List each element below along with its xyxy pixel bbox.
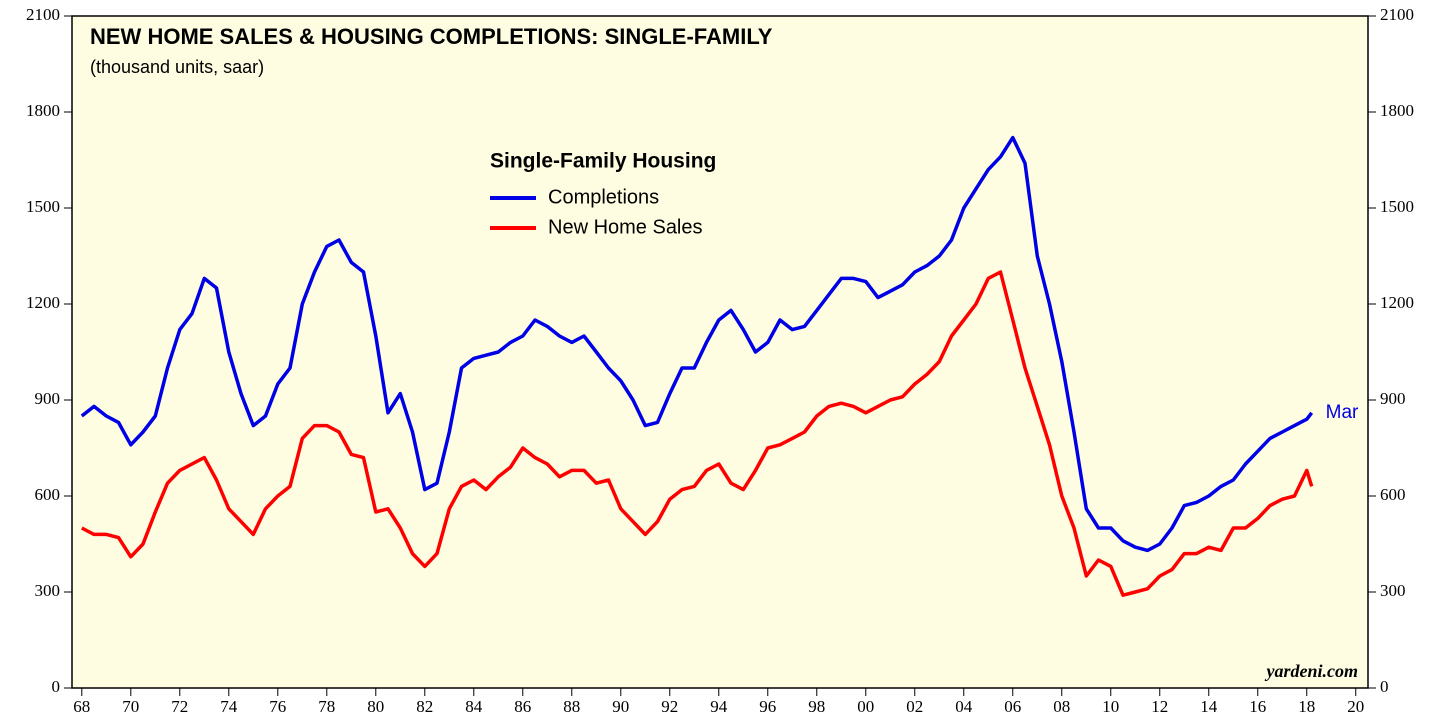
x-tick-label: 02 xyxy=(906,697,923,716)
legend-label: New Home Sales xyxy=(548,216,703,238)
legend-label: Completions xyxy=(548,186,659,208)
x-tick-label: 88 xyxy=(563,697,580,716)
x-tick-label: 16 xyxy=(1249,697,1266,716)
series-line xyxy=(80,270,1314,597)
x-tick-label: 00 xyxy=(857,697,874,716)
y2-tick-label: 1800 xyxy=(1380,101,1414,120)
annotation: Mar xyxy=(1326,402,1359,423)
y2-tick-label: 1200 xyxy=(1380,293,1414,312)
y-tick-label: 1800 xyxy=(26,101,60,120)
x-tick-label: 76 xyxy=(269,697,286,716)
x-tick-label: 94 xyxy=(710,697,728,716)
y2-tick-label: 2100 xyxy=(1380,5,1414,24)
plot-area xyxy=(71,15,1369,689)
y2-tick-label: 600 xyxy=(1380,485,1406,504)
y-tick-label: 900 xyxy=(35,389,61,408)
x-tick-label: 08 xyxy=(1053,697,1070,716)
x-tick-label: 14 xyxy=(1200,697,1218,716)
x-tick-label: 80 xyxy=(367,697,384,716)
legend-title: Single-Family Housing xyxy=(490,150,716,173)
y2-tick-label: 0 xyxy=(1380,677,1389,696)
y2-tick-label: 1500 xyxy=(1380,197,1414,216)
x-tick-label: 90 xyxy=(612,697,629,716)
source: yardeni.com xyxy=(1265,661,1359,681)
x-tick-label: 12 xyxy=(1151,697,1168,716)
legend: Completions New Home Sales xyxy=(490,186,703,238)
x-tick-label: 04 xyxy=(955,697,973,716)
x-tick-label: 96 xyxy=(759,697,776,716)
y2-tick-label: 900 xyxy=(1380,389,1406,408)
x-tick-label: 98 xyxy=(808,697,825,716)
x-tick-label: 74 xyxy=(220,697,238,716)
y-tick-label: 2100 xyxy=(26,5,60,24)
y2-tick-label: 300 xyxy=(1380,581,1406,600)
x-tick-label: 10 xyxy=(1102,697,1119,716)
x-tick-label: 84 xyxy=(465,697,483,716)
x-tick-label: 78 xyxy=(318,697,335,716)
y-tick-label: 300 xyxy=(35,581,61,600)
y-tick-label: 1200 xyxy=(26,293,60,312)
x-tick-label: 20 xyxy=(1347,697,1364,716)
y-tick-label: 1500 xyxy=(26,197,60,216)
x-tick-label: 06 xyxy=(1004,697,1021,716)
x-tick-label: 68 xyxy=(73,697,90,716)
x-tick-label: 92 xyxy=(661,697,678,716)
series-line xyxy=(80,135,1314,553)
chart-subtitle: (thousand units, saar) xyxy=(90,57,264,77)
x-tick-label: 86 xyxy=(514,697,531,716)
chart-title: NEW HOME SALES & HOUSING COMPLETIONS: SI… xyxy=(90,24,773,49)
x-tick-label: 72 xyxy=(171,697,188,716)
x-tick-label: 82 xyxy=(416,697,433,716)
y-tick-label: 0 xyxy=(52,677,61,696)
y-tick-label: 600 xyxy=(35,485,61,504)
x-tick-label: 18 xyxy=(1298,697,1315,716)
x-tick-label: 70 xyxy=(122,697,139,716)
